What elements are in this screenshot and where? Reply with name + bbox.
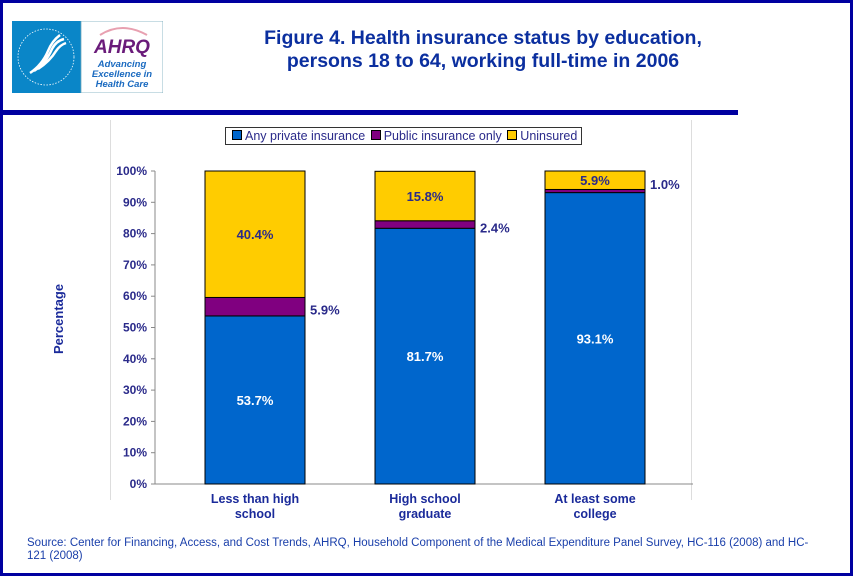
legend: Any private insurance Public insurance o… (225, 127, 583, 145)
x-tick-label: graduate (399, 507, 452, 521)
x-tick-label: At least some (554, 492, 635, 506)
chart-plot: 0% 10% 20% 30% 40% 50% 60% 70% 80% 90% 100% Percent… (51, 164, 693, 521)
x-tick-label: Less than high (211, 492, 299, 506)
x-tick-label: college (573, 507, 616, 521)
chart-panel (110, 120, 692, 500)
y-tick-label: 40% (123, 352, 147, 366)
ahrq-wordmark: AHRQ (93, 37, 150, 58)
bar-segment (374, 220, 476, 229)
chart-title: Figure 4. Health insurance status by edu… (203, 27, 763, 73)
legend-item: Uninsured (505, 129, 577, 143)
title-line: Figure 4. Health insurance status by edu… (264, 27, 702, 49)
source-note: Source: Center for Financing, Access, an… (27, 537, 809, 562)
bar-segment (374, 170, 476, 222)
bar-segment (374, 227, 476, 485)
ahrq-logo: AHRQ Advancing Excellence in Health Care (12, 21, 163, 93)
data-label: 81.7% (407, 349, 444, 364)
title-line: persons 18 to 64, working full-time in 2… (286, 50, 680, 72)
legend-label: Any private insurance (245, 129, 366, 143)
y-tick-label: 10% (123, 446, 147, 460)
data-label: 15.8% (407, 189, 444, 204)
legend-label: Public insurance only (383, 129, 502, 143)
legend-item: Public insurance only (369, 129, 502, 143)
legend-swatch-public (370, 130, 381, 140)
legend-label: Uninsured (520, 129, 578, 143)
data-label: 1.0% (650, 177, 680, 192)
data-label: 5.9% (580, 173, 610, 188)
data-label: 93.1% (577, 331, 614, 346)
bar-segment (204, 296, 306, 317)
y-tick-label: 100% (116, 164, 147, 178)
svg-text:Excellence in: Excellence in (92, 69, 152, 80)
legend-swatch-private (232, 130, 242, 140)
bar-segment (204, 170, 306, 298)
data-label: 53.7% (237, 393, 274, 408)
y-tick-label: 70% (123, 258, 147, 272)
y-tick-label: 20% (123, 414, 147, 428)
x-tick-label: High school (389, 492, 461, 506)
y-tick-label: 0% (130, 477, 148, 491)
data-label: 40.4% (237, 227, 274, 242)
bar-segment (544, 170, 646, 190)
legend-item: Any private insurance (230, 129, 365, 143)
svg-text:Advancing: Advancing (97, 59, 147, 70)
data-label: 5.9% (310, 303, 340, 318)
data-label: 2.4% (480, 221, 510, 236)
x-tick-label: school (235, 507, 275, 521)
svg-text:Health Care: Health Care (96, 79, 150, 90)
y-tick-label: 80% (123, 227, 147, 241)
bar-segment (544, 192, 646, 485)
y-tick-label: 50% (123, 321, 147, 335)
bar-segment (204, 315, 306, 485)
header-divider (3, 110, 738, 115)
y-axis-label: Percentage (51, 284, 66, 354)
y-tick-label: 30% (123, 383, 147, 397)
legend-swatch-uninsured (507, 130, 518, 140)
y-tick-label: 90% (123, 195, 147, 209)
y-tick-label: 60% (123, 289, 147, 303)
